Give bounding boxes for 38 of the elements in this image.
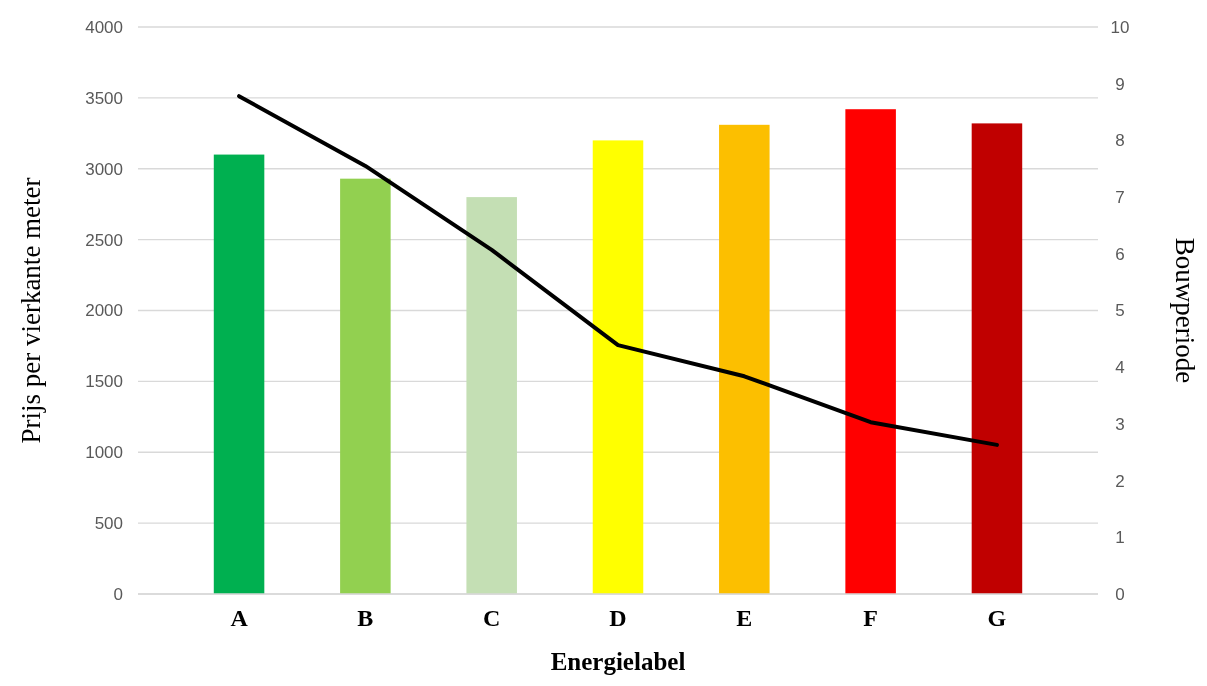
y2-tick-label: 6: [1115, 244, 1125, 264]
y2-tick-label: 4: [1115, 358, 1125, 378]
y-tick-label: 3500: [85, 88, 123, 108]
x-tick-label: F: [863, 605, 878, 631]
y-tick-label: 0: [113, 584, 123, 604]
y2-tick-label: 3: [1115, 414, 1125, 434]
y-axis-title: Prijs per vierkante meter: [16, 177, 46, 444]
x-tick-label: E: [736, 605, 753, 631]
y-tick-label: 1500: [85, 372, 123, 392]
bar: [340, 178, 391, 594]
x-tick-label: B: [357, 605, 374, 631]
x-tick-label: D: [609, 605, 627, 631]
y2-tick-label: 8: [1115, 131, 1125, 151]
y2-tick-label: 5: [1115, 301, 1125, 321]
y2-tick-label: 9: [1115, 74, 1125, 94]
y-tick-label: 4000: [85, 17, 123, 37]
x-tick-label: A: [230, 605, 249, 631]
y2-tick-label: 2: [1115, 471, 1125, 491]
y2-tick-label: 10: [1110, 17, 1130, 37]
y2-tick-label: 1: [1115, 528, 1125, 548]
x-tick-label: G: [987, 605, 1007, 631]
bar: [719, 124, 770, 594]
y2-axis-title: Bouwperiode: [1170, 237, 1200, 384]
bar: [592, 140, 644, 594]
y-tick-label: 3000: [85, 159, 123, 179]
bar: [466, 197, 517, 594]
bar: [845, 109, 896, 594]
y-tick-label: 500: [94, 514, 123, 534]
y2-tick-label: 7: [1115, 188, 1125, 208]
y-tick-label: 1000: [85, 443, 123, 463]
line-series: [237, 94, 999, 447]
y-tick-label: 2500: [85, 230, 123, 250]
y2-tick-label: 0: [1115, 584, 1125, 604]
bar: [213, 154, 265, 594]
x-axis-title: Energielabel: [550, 648, 686, 675]
bar: [971, 123, 1023, 594]
y-tick-label: 2000: [85, 301, 123, 321]
x-tick-label: C: [483, 605, 501, 631]
